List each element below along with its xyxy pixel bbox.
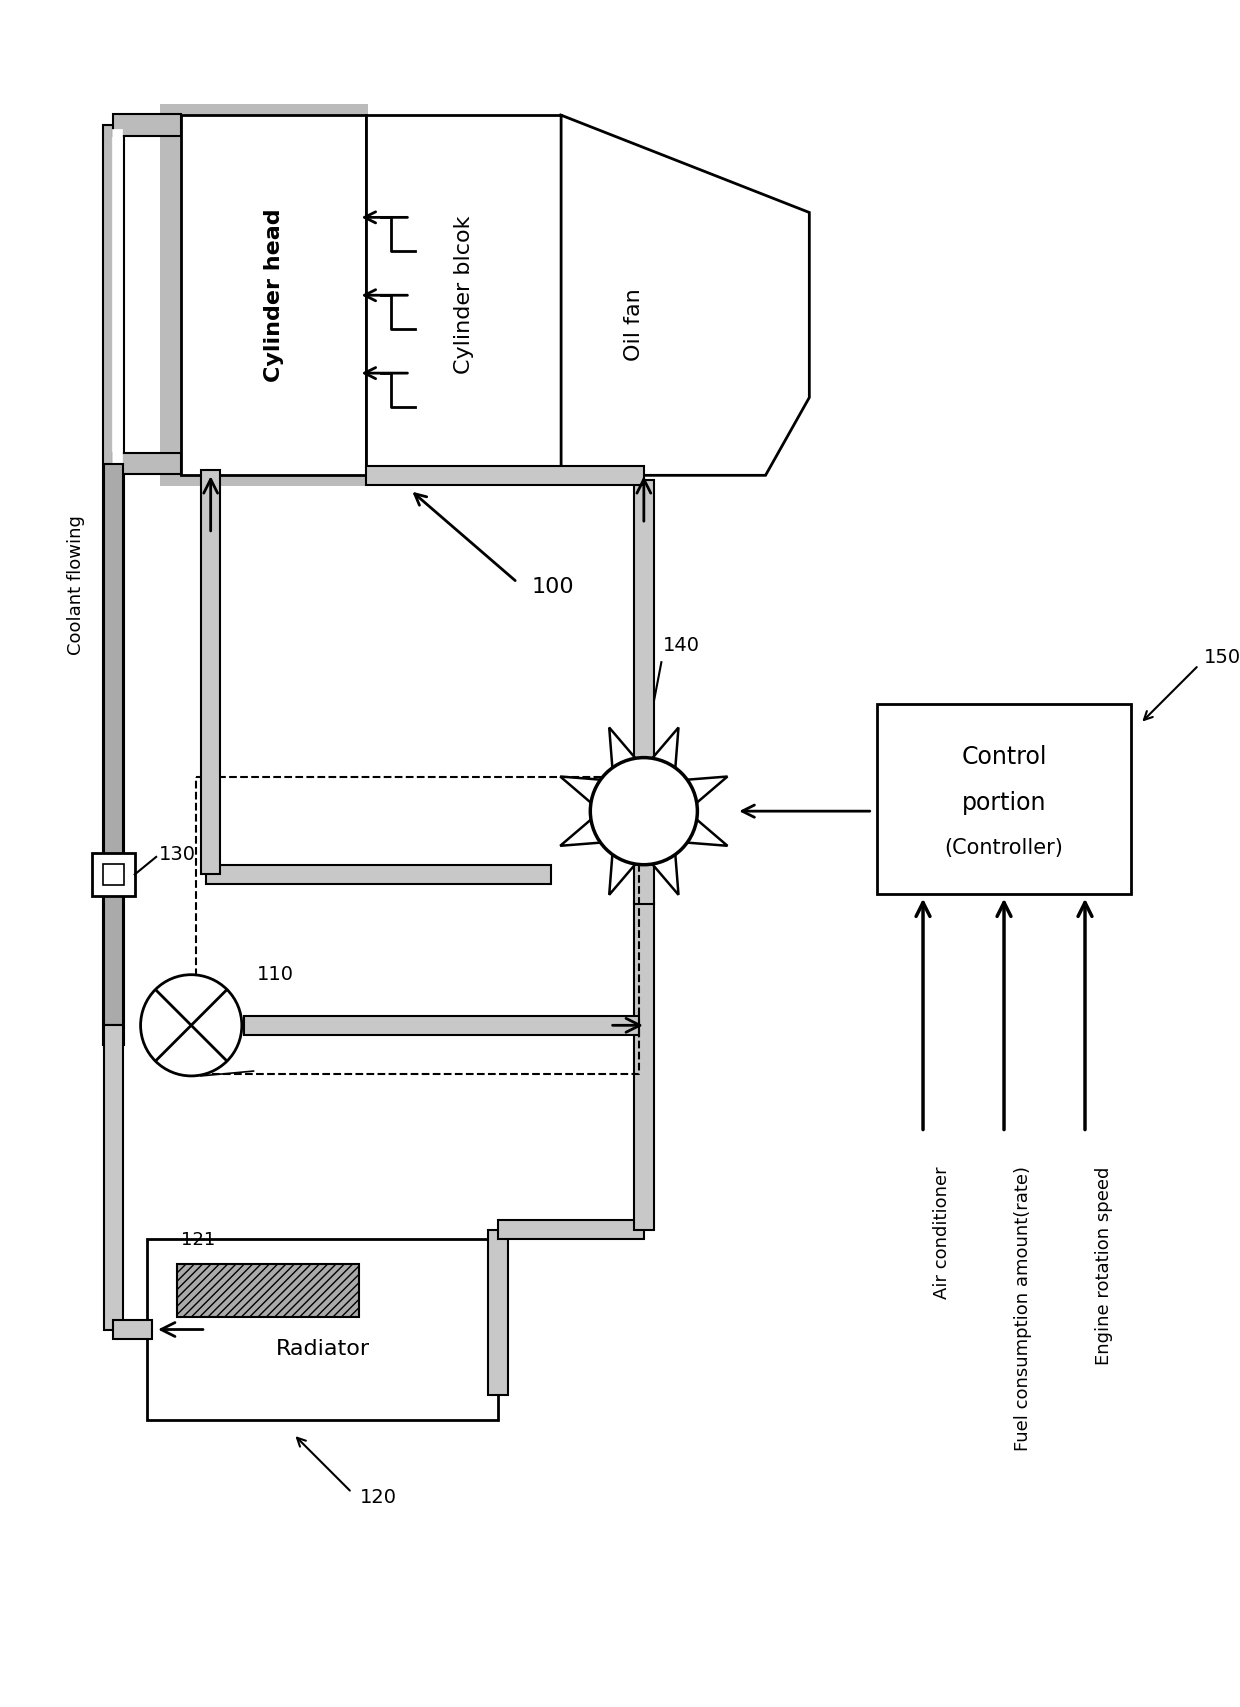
Polygon shape [104, 464, 123, 1026]
Text: Cylinder blcok: Cylinder blcok [454, 217, 474, 374]
Polygon shape [201, 471, 221, 874]
Text: 130: 130 [159, 845, 196, 864]
Circle shape [590, 758, 697, 865]
Bar [92, 854, 135, 896]
Polygon shape [497, 1221, 644, 1239]
Text: 120: 120 [360, 1489, 397, 1507]
Circle shape [140, 975, 242, 1075]
Polygon shape [609, 855, 635, 894]
Bar [176, 1263, 358, 1318]
Bar [367, 114, 562, 475]
Text: 110: 110 [257, 964, 294, 983]
Text: Radiator: Radiator [275, 1338, 370, 1359]
Text: 140: 140 [663, 637, 701, 655]
Bar [148, 1239, 497, 1420]
Polygon shape [609, 727, 635, 768]
Polygon shape [562, 114, 810, 475]
Text: portion: portion [962, 790, 1047, 814]
Text: Oil fan: Oil fan [624, 288, 644, 360]
Text: 100: 100 [532, 577, 574, 597]
Text: Cylinder head: Cylinder head [264, 208, 284, 382]
Text: Engine rotation speed: Engine rotation speed [1095, 1166, 1112, 1366]
Bar [160, 104, 368, 486]
Polygon shape [489, 1229, 507, 1395]
Polygon shape [103, 125, 124, 1045]
Bar [181, 114, 367, 475]
Polygon shape [113, 114, 181, 135]
Polygon shape [244, 1016, 639, 1034]
Text: Control: Control [961, 746, 1047, 770]
Polygon shape [652, 727, 678, 768]
Polygon shape [560, 777, 600, 802]
Polygon shape [206, 865, 552, 884]
Text: 150: 150 [1204, 649, 1240, 667]
Polygon shape [687, 777, 728, 802]
Text: Coolant flowing: Coolant flowing [67, 516, 86, 655]
Polygon shape [652, 855, 678, 894]
Polygon shape [113, 128, 122, 1041]
Polygon shape [560, 819, 600, 845]
Polygon shape [113, 452, 181, 475]
Text: Fuel consumption amount(rate): Fuel consumption amount(rate) [1014, 1166, 1032, 1451]
Bar [878, 703, 1131, 894]
Polygon shape [104, 1026, 123, 1330]
Text: Air conditioner: Air conditioner [932, 1166, 951, 1299]
Polygon shape [113, 1320, 153, 1340]
Text: 121: 121 [181, 1231, 216, 1250]
Polygon shape [367, 466, 644, 485]
Text: (Controller): (Controller) [945, 838, 1064, 859]
Polygon shape [687, 819, 728, 845]
Polygon shape [634, 901, 653, 1229]
Polygon shape [634, 480, 653, 903]
Bar [103, 864, 124, 886]
